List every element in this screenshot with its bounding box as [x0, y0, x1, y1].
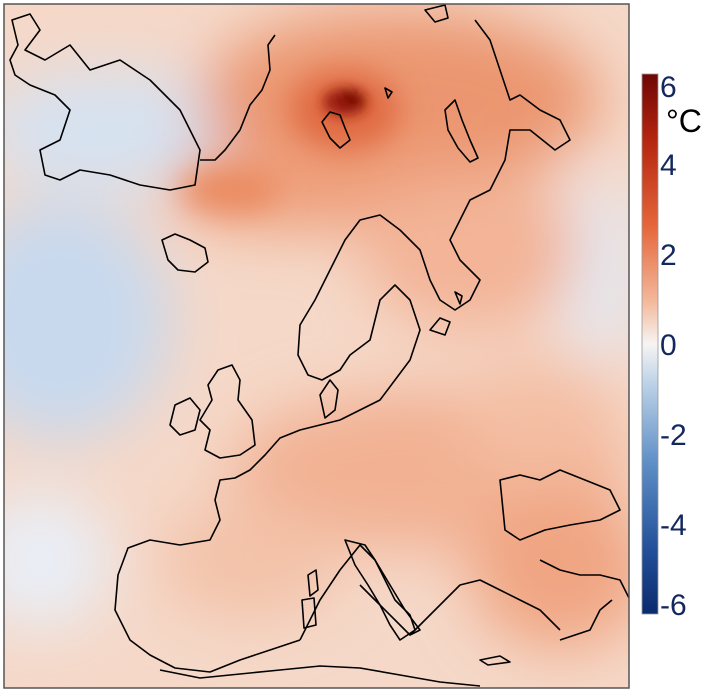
colorbar-tick-label: -6	[660, 589, 687, 622]
colorbar-tick-label: 2	[660, 239, 677, 272]
colorbar-tick-label: -2	[660, 419, 687, 452]
colorbar-tick-label: 0	[660, 329, 677, 362]
colorbar-unit: °C	[666, 103, 702, 139]
colorbar-tick-label: 6	[660, 71, 677, 104]
colorbar-tick-label: -4	[660, 509, 687, 542]
colorbar	[641, 73, 659, 615]
coastlines	[9, 4, 629, 687]
colorbar-ticks: 6 4 2 0 -2 -4 -6	[660, 71, 687, 622]
map-frame	[3, 3, 630, 689]
colorbar-tick-label: 4	[660, 149, 677, 182]
